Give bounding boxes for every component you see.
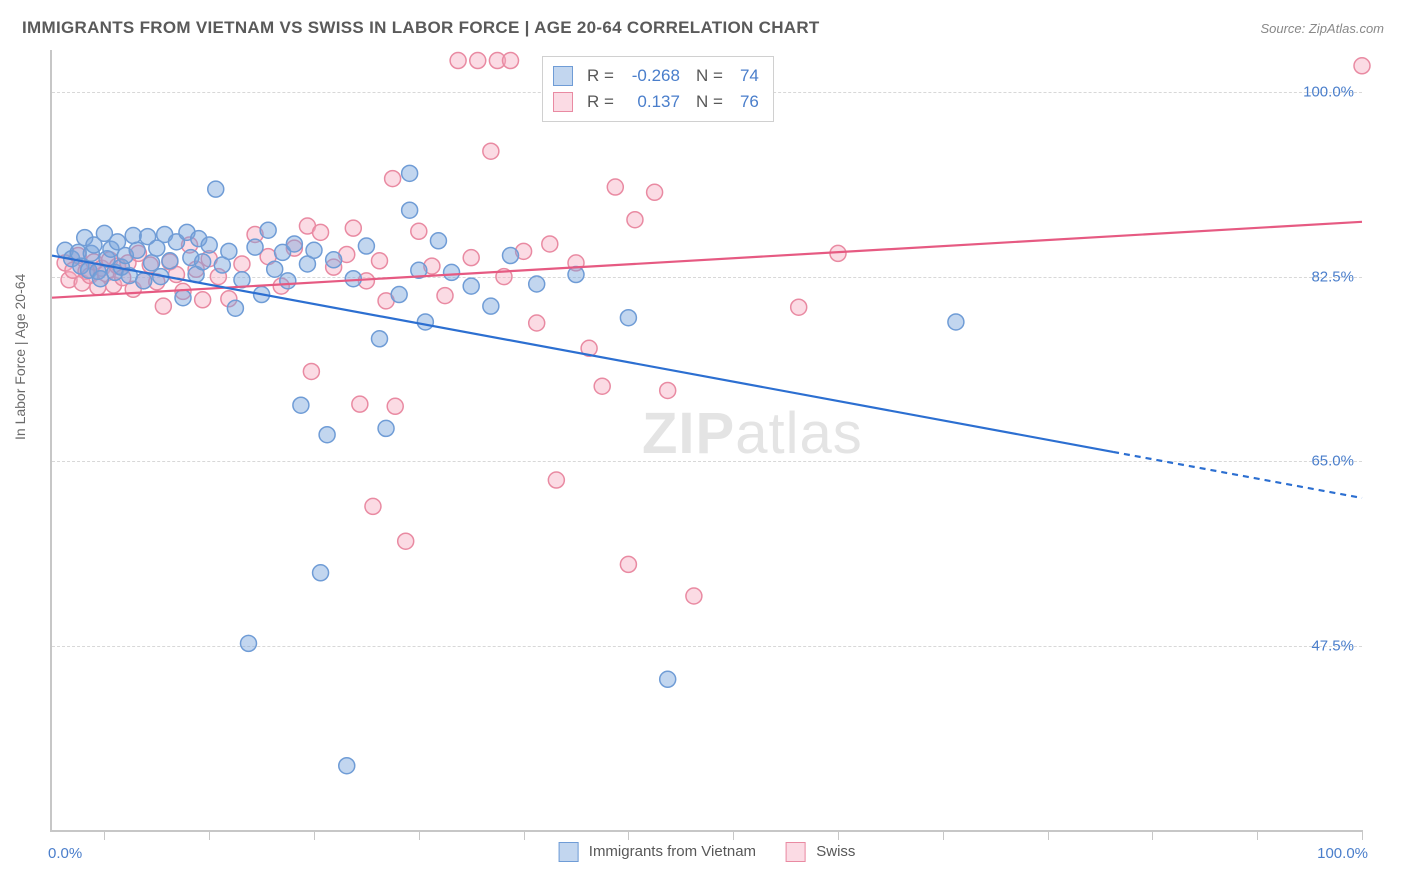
n-label: N = (696, 66, 723, 86)
x-max-label: 100.0% (1317, 845, 1368, 862)
legend-item-s2: Swiss (786, 842, 855, 862)
r-value-s2: 0.137 (622, 92, 680, 112)
y-tick-label: 82.5% (1311, 268, 1354, 285)
n-label: N = (696, 92, 723, 112)
y-axis-label: In Labor Force | Age 20-64 (12, 274, 28, 440)
x-min-label: 0.0% (48, 845, 82, 862)
y-tick-label: 100.0% (1303, 84, 1354, 101)
scatter-chart (52, 50, 1362, 830)
y-tick-label: 65.0% (1311, 453, 1354, 470)
source-text: Source: ZipAtlas.com (1260, 21, 1384, 36)
stats-row-series2: R = 0.137 N = 76 (553, 89, 759, 115)
stats-row-series1: R = -0.268 N = 74 (553, 63, 759, 89)
stats-legend-box: R = -0.268 N = 74 R = 0.137 N = 76 (542, 56, 774, 122)
r-label: R = (587, 92, 614, 112)
y-tick-label: 47.5% (1311, 637, 1354, 654)
n-value-s1: 74 (731, 66, 759, 86)
n-value-s2: 76 (731, 92, 759, 112)
legend-bottom: Immigrants from Vietnam Swiss (559, 842, 856, 862)
legend-item-s1: Immigrants from Vietnam (559, 842, 756, 862)
legend-label-s2: Swiss (816, 843, 855, 860)
square-swatch-icon (553, 92, 573, 112)
r-value-s1: -0.268 (622, 66, 680, 86)
r-label: R = (587, 66, 614, 86)
square-swatch-icon (553, 66, 573, 86)
square-swatch-icon (559, 842, 579, 862)
chart-title: IMMIGRANTS FROM VIETNAM VS SWISS IN LABO… (22, 18, 820, 38)
legend-label-s1: Immigrants from Vietnam (589, 843, 756, 860)
plot-area: ZIPatlas R = -0.268 N = 74 R = 0.137 N =… (50, 50, 1362, 832)
square-swatch-icon (786, 842, 806, 862)
